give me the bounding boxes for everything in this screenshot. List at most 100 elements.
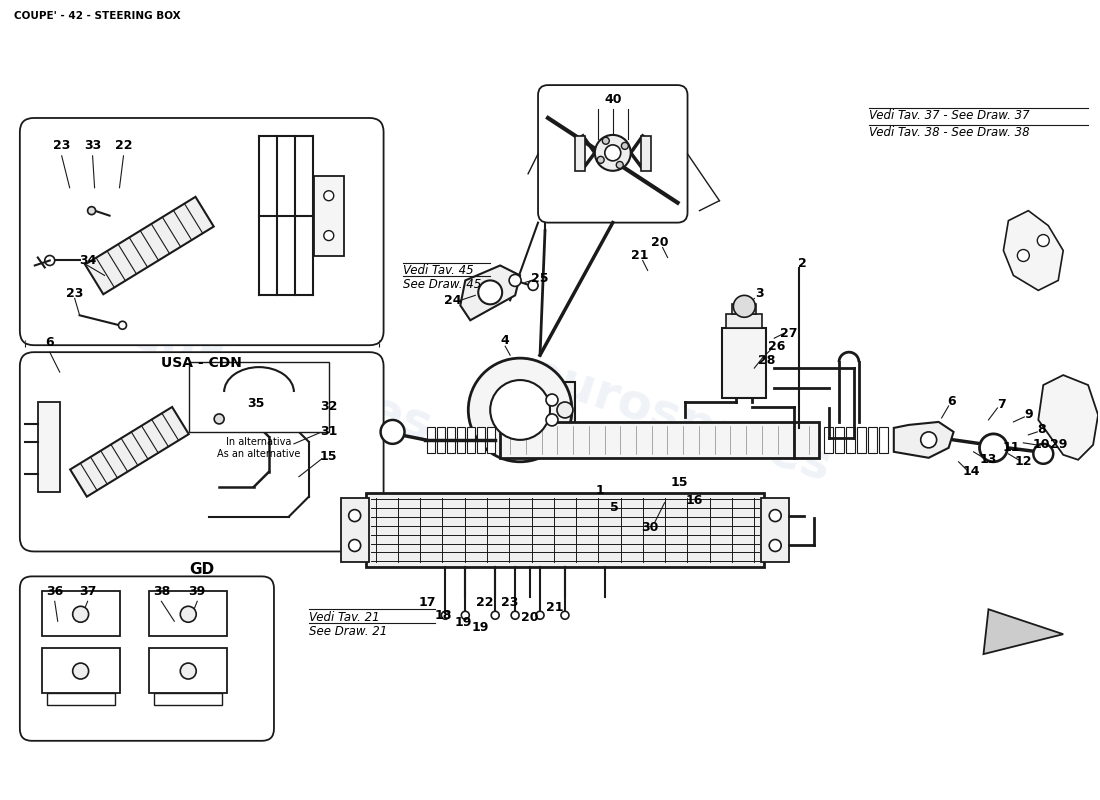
Text: 10: 10 bbox=[1033, 438, 1050, 451]
Circle shape bbox=[323, 190, 333, 201]
Text: COUPE' - 42 - STEERING BOX: COUPE' - 42 - STEERING BOX bbox=[14, 11, 180, 22]
Text: 9: 9 bbox=[1024, 409, 1033, 422]
Polygon shape bbox=[983, 610, 1064, 654]
Circle shape bbox=[119, 322, 126, 330]
Circle shape bbox=[621, 142, 628, 150]
Circle shape bbox=[461, 611, 470, 619]
Polygon shape bbox=[1038, 375, 1098, 460]
Bar bbox=[150, 591, 227, 636]
Text: 13: 13 bbox=[980, 454, 998, 466]
Text: Vedi Tav. 21: Vedi Tav. 21 bbox=[309, 610, 379, 624]
Circle shape bbox=[769, 539, 781, 551]
Text: 36: 36 bbox=[46, 585, 64, 598]
Circle shape bbox=[1018, 250, 1030, 262]
Bar bbox=[733, 304, 757, 314]
Circle shape bbox=[478, 281, 503, 304]
Text: 21: 21 bbox=[631, 249, 648, 262]
Text: 16: 16 bbox=[685, 494, 703, 507]
Bar bbox=[468, 427, 475, 453]
Text: 8: 8 bbox=[1037, 423, 1046, 436]
Text: 38: 38 bbox=[153, 585, 170, 598]
Text: 23: 23 bbox=[502, 596, 519, 609]
Text: 26: 26 bbox=[768, 340, 785, 353]
Bar bbox=[868, 427, 877, 453]
Circle shape bbox=[595, 135, 630, 170]
Bar bbox=[761, 498, 789, 562]
Text: 34: 34 bbox=[79, 254, 97, 267]
Circle shape bbox=[616, 162, 624, 169]
Circle shape bbox=[979, 434, 1008, 462]
Text: 22: 22 bbox=[476, 596, 494, 609]
Text: See Draw. 45: See Draw. 45 bbox=[403, 278, 481, 291]
Bar bbox=[879, 427, 888, 453]
Text: 35: 35 bbox=[248, 398, 265, 410]
Text: 21: 21 bbox=[547, 601, 563, 614]
Text: 1: 1 bbox=[595, 484, 604, 497]
Circle shape bbox=[73, 663, 89, 679]
Bar bbox=[189, 362, 329, 432]
Text: 15: 15 bbox=[671, 476, 689, 490]
Text: 24: 24 bbox=[443, 294, 461, 307]
Text: 25: 25 bbox=[531, 272, 549, 285]
Bar bbox=[458, 427, 465, 453]
Text: 6: 6 bbox=[947, 395, 956, 409]
Circle shape bbox=[546, 414, 558, 426]
Text: 31: 31 bbox=[320, 426, 338, 438]
FancyBboxPatch shape bbox=[538, 85, 688, 222]
Bar bbox=[726, 314, 762, 328]
Text: eurospares: eurospares bbox=[123, 308, 439, 452]
Circle shape bbox=[597, 156, 604, 163]
Circle shape bbox=[381, 420, 405, 444]
Circle shape bbox=[603, 138, 609, 144]
Circle shape bbox=[441, 611, 450, 619]
Bar bbox=[835, 427, 844, 453]
Bar bbox=[824, 427, 833, 453]
Circle shape bbox=[180, 606, 196, 622]
Text: Vedi Tav. 37 - See Draw. 37: Vedi Tav. 37 - See Draw. 37 bbox=[869, 110, 1030, 122]
Text: As an alternative: As an alternative bbox=[218, 449, 300, 459]
Circle shape bbox=[528, 281, 538, 290]
Text: 3: 3 bbox=[755, 287, 763, 300]
Bar bbox=[428, 427, 436, 453]
Circle shape bbox=[1037, 234, 1049, 246]
Text: 7: 7 bbox=[997, 398, 1005, 411]
Text: 2: 2 bbox=[798, 257, 806, 270]
Text: 23: 23 bbox=[66, 287, 84, 300]
Circle shape bbox=[509, 274, 521, 286]
Circle shape bbox=[512, 611, 519, 619]
Circle shape bbox=[546, 394, 558, 406]
Circle shape bbox=[921, 432, 937, 448]
Bar bbox=[640, 136, 650, 170]
Bar bbox=[154, 693, 222, 705]
Text: 20: 20 bbox=[521, 610, 539, 624]
Circle shape bbox=[469, 358, 572, 462]
Circle shape bbox=[536, 611, 544, 619]
Text: 37: 37 bbox=[79, 585, 97, 598]
Bar bbox=[846, 427, 855, 453]
Bar bbox=[341, 498, 368, 562]
Text: 19: 19 bbox=[454, 616, 472, 629]
Text: 27: 27 bbox=[780, 326, 798, 340]
Circle shape bbox=[323, 230, 333, 241]
Text: GD: GD bbox=[189, 562, 214, 577]
Circle shape bbox=[88, 206, 96, 214]
Text: 12: 12 bbox=[1014, 455, 1032, 468]
Bar bbox=[530, 382, 575, 438]
Text: 19: 19 bbox=[472, 621, 488, 634]
Bar bbox=[365, 493, 764, 567]
Text: 39: 39 bbox=[188, 585, 206, 598]
FancyBboxPatch shape bbox=[20, 118, 384, 345]
Circle shape bbox=[1033, 444, 1053, 464]
Text: 40: 40 bbox=[604, 93, 622, 106]
Circle shape bbox=[734, 295, 756, 318]
Text: 17: 17 bbox=[419, 596, 437, 609]
Text: 15: 15 bbox=[320, 450, 338, 463]
FancyBboxPatch shape bbox=[20, 576, 274, 741]
Circle shape bbox=[557, 402, 573, 418]
Polygon shape bbox=[85, 197, 213, 294]
Bar bbox=[47, 693, 114, 705]
Text: See Draw. 21: See Draw. 21 bbox=[309, 625, 387, 638]
Circle shape bbox=[491, 380, 550, 440]
Text: 22: 22 bbox=[114, 139, 132, 152]
Text: 33: 33 bbox=[84, 139, 101, 152]
